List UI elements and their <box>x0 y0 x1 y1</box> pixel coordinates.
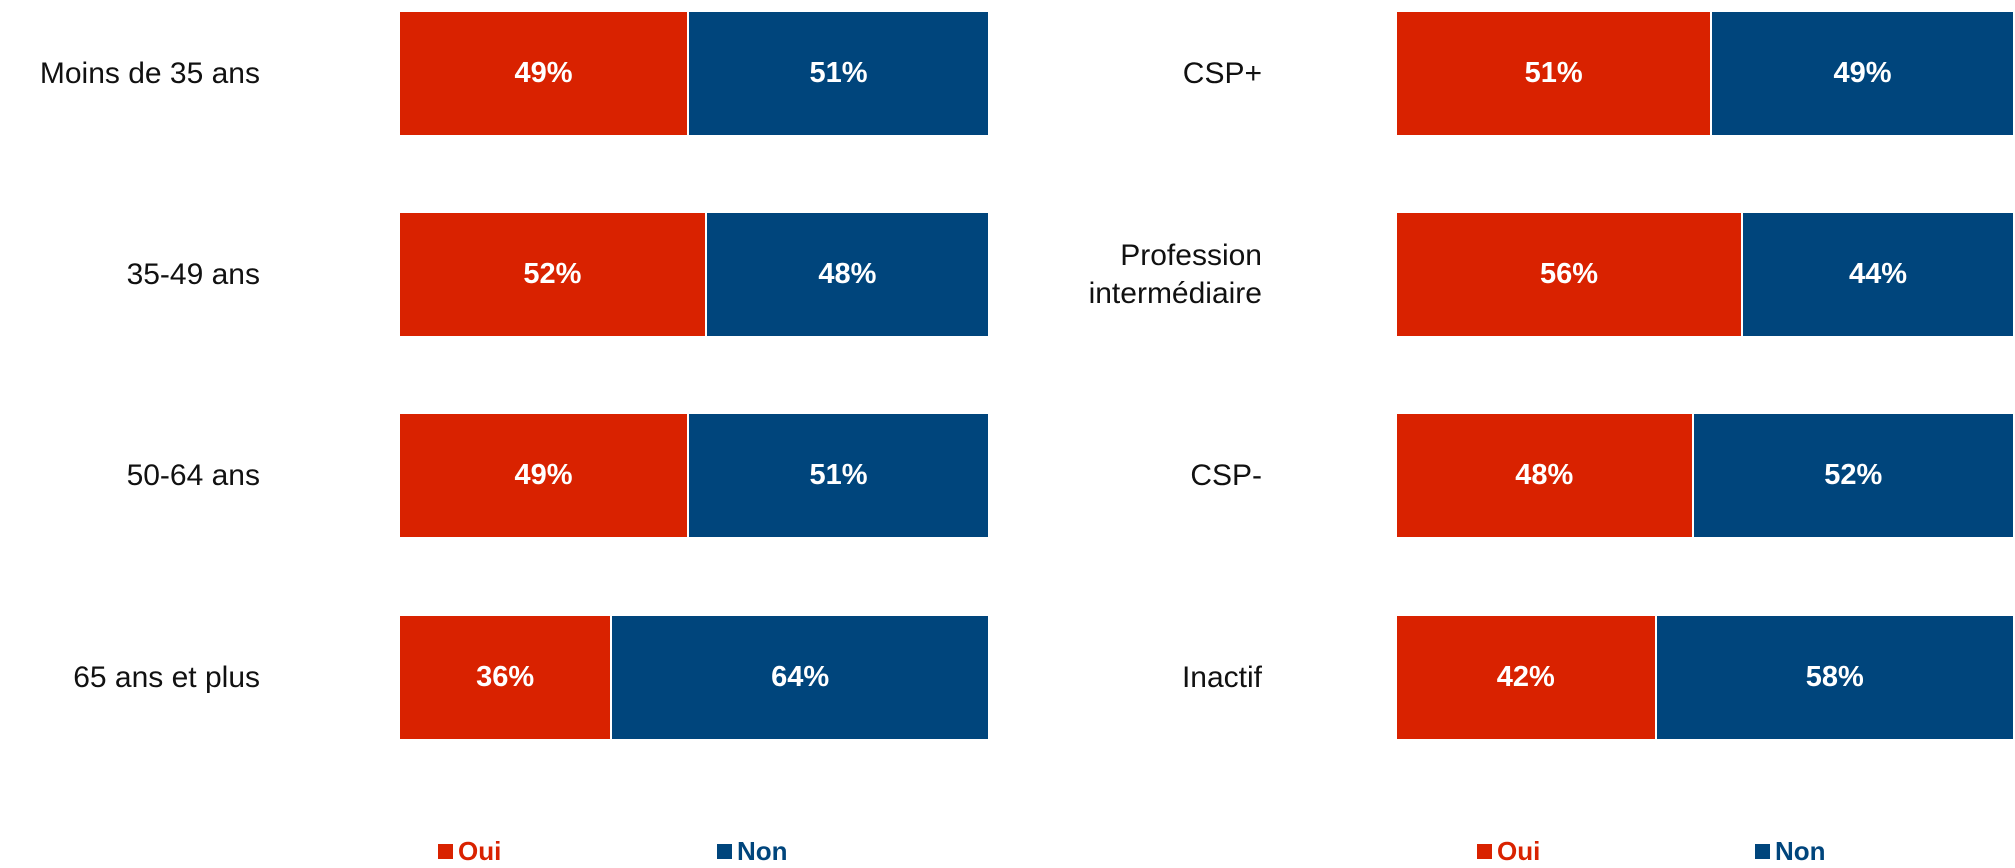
bar-segment: 44% <box>1743 213 2015 336</box>
category-label: CSP- <box>1190 458 1262 492</box>
category-label: Moins de 35 ans <box>39 56 260 90</box>
data-label: 51% <box>809 57 868 89</box>
bar-segment: 36% <box>400 616 613 739</box>
bar-segment: 51% <box>689 12 990 135</box>
data-label: 52% <box>1824 459 1883 491</box>
data-label: 48% <box>1515 459 1574 491</box>
bar-segment: 56% <box>1397 213 1744 336</box>
bar-segment: 49% <box>400 12 690 135</box>
bar-segment: 49% <box>1712 12 2015 135</box>
bar-segment: 48% <box>706 213 990 336</box>
bar-segment: 49% <box>400 414 690 537</box>
legend-swatch <box>717 844 732 859</box>
data-label: 44% <box>1849 258 1908 290</box>
legend-swatch <box>438 844 453 859</box>
bar-segment: 52% <box>400 213 707 336</box>
legend-swatch <box>1755 844 1770 859</box>
data-label: 49% <box>514 459 573 491</box>
data-label: 51% <box>1524 57 1583 89</box>
data-label: 42% <box>1496 661 1555 693</box>
bar-segment: 58% <box>1656 616 2015 739</box>
legend-label: Oui <box>1497 836 1541 866</box>
bar-segment: 64% <box>612 616 990 739</box>
legend-label: Non <box>1775 836 1826 866</box>
data-label: 56% <box>1540 258 1599 290</box>
category-label: 35-49 ans <box>126 257 260 291</box>
category-label: 65 ans et plus <box>73 660 260 694</box>
bar-segment: 48% <box>1397 414 1694 537</box>
category-label: CSP+ <box>1182 56 1262 90</box>
data-label: 48% <box>818 258 877 290</box>
category-label: Profession intermédiaire <box>1088 239 1262 310</box>
bar-segment: 51% <box>1397 12 1713 135</box>
data-label: 49% <box>1833 57 1892 89</box>
data-label: 36% <box>476 661 535 693</box>
bar-segment: 52% <box>1693 414 2015 537</box>
data-label: 49% <box>514 57 573 89</box>
bar-segment: 42% <box>1397 616 1657 739</box>
category-label: 50-64 ans <box>126 458 260 492</box>
data-label: 58% <box>1805 661 1864 693</box>
bar-segment: 51% <box>689 414 990 537</box>
legend-label: Oui <box>458 836 502 866</box>
data-label: 64% <box>771 661 830 693</box>
category-label: Inactif <box>1181 660 1262 694</box>
legend-label: Non <box>737 836 788 866</box>
legend-swatch <box>1477 844 1492 859</box>
data-label: 52% <box>523 258 582 290</box>
data-label: 51% <box>809 459 868 491</box>
